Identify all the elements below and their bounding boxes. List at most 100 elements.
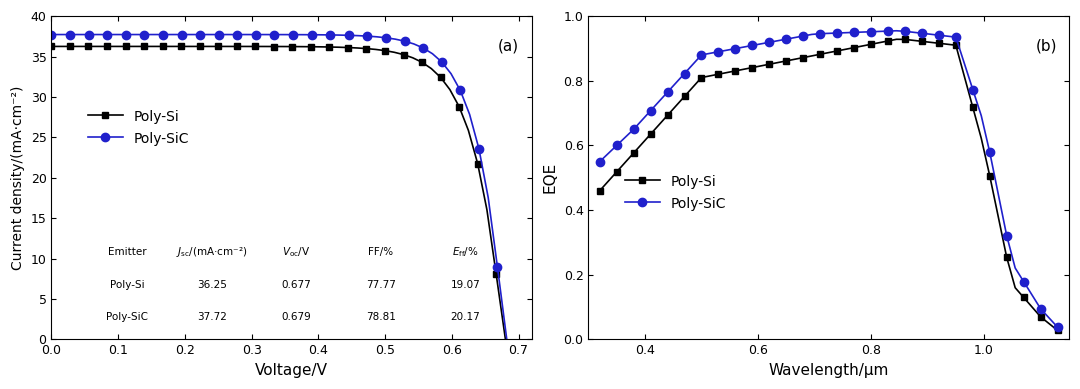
Poly-SiC xyxy=(314,32,327,37)
Poly-Si xyxy=(119,44,132,49)
Poly-SiC xyxy=(185,32,198,37)
Poly-SiC xyxy=(1051,325,1064,329)
Poly-SiC xyxy=(100,32,113,37)
Poly-Si xyxy=(240,44,253,49)
Poly-SiC xyxy=(324,33,337,37)
Poly-Si xyxy=(137,44,150,49)
Poly-SiC xyxy=(379,35,392,40)
Line: Poly-Si: Poly-Si xyxy=(596,36,1061,334)
Poly-Si xyxy=(499,337,512,342)
Poly-SiC xyxy=(92,32,105,37)
Poly-Si xyxy=(286,44,299,49)
Poly-SiC xyxy=(491,265,504,270)
Poly-Si xyxy=(416,60,429,65)
Poly-SiC xyxy=(203,32,216,37)
Legend: Poly-Si, Poly-SiC: Poly-Si, Poly-SiC xyxy=(619,168,732,216)
Poly-Si xyxy=(268,44,281,49)
Poly-Si xyxy=(248,44,261,49)
Poly-SiC xyxy=(370,35,383,39)
Poly-SiC xyxy=(249,32,262,37)
Poly-Si xyxy=(351,46,364,50)
Poly-SiC xyxy=(45,32,58,37)
Text: (a): (a) xyxy=(498,39,519,54)
X-axis label: Wavelength/μm: Wavelength/μm xyxy=(769,363,889,378)
Poly-Si xyxy=(378,48,391,53)
Poly-SiC xyxy=(644,109,657,113)
Poly-Si xyxy=(388,50,401,54)
Poly-SiC xyxy=(703,51,716,56)
Poly-Si xyxy=(184,44,197,49)
Text: (b): (b) xyxy=(1036,39,1056,54)
Poly-SiC xyxy=(119,32,132,37)
Poly-SiC xyxy=(417,46,430,50)
Poly-Si xyxy=(230,44,243,49)
Poly-SiC xyxy=(435,60,448,64)
Poly-SiC xyxy=(454,88,467,93)
Poly-Si xyxy=(64,44,77,49)
Poly-Si xyxy=(593,188,606,193)
Poly-SiC xyxy=(306,32,319,37)
Poly-Si xyxy=(305,44,318,49)
Poly-SiC xyxy=(286,32,299,37)
Poly-Si xyxy=(258,44,271,49)
Poly-SiC xyxy=(1009,266,1022,270)
Poly-Si xyxy=(221,44,234,49)
Poly-SiC xyxy=(82,32,95,37)
Poly-SiC xyxy=(54,32,67,37)
Poly-SiC xyxy=(259,32,272,37)
Y-axis label: Current density/(mA·cm⁻²): Current density/(mA·cm⁻²) xyxy=(11,86,25,270)
Poly-SiC xyxy=(361,34,374,39)
Poly-Si xyxy=(45,44,58,49)
Poly-SiC xyxy=(463,112,476,117)
Poly-Si xyxy=(397,52,410,57)
Poly-Si xyxy=(644,132,657,137)
Line: Poly-Si: Poly-Si xyxy=(48,43,509,343)
Poly-Si xyxy=(678,94,691,99)
Poly-Si xyxy=(424,66,437,71)
Poly-Si xyxy=(453,104,465,109)
Poly-Si xyxy=(406,56,419,60)
Legend: Poly-Si, Poly-SiC: Poly-Si, Poly-SiC xyxy=(82,104,194,152)
Poly-Si xyxy=(1051,328,1064,333)
Poly-Si xyxy=(295,44,308,49)
Poly-SiC xyxy=(1042,315,1055,320)
Poly-SiC xyxy=(762,40,775,45)
Poly-SiC xyxy=(278,32,291,37)
Poly-SiC xyxy=(426,51,438,56)
Poly-SiC xyxy=(342,33,355,38)
Poly-Si xyxy=(54,44,67,49)
Poly-SiC xyxy=(110,32,123,37)
Poly-SiC xyxy=(147,32,160,37)
Poly-SiC xyxy=(193,32,206,37)
Poly-Si xyxy=(276,44,289,49)
Poly-SiC xyxy=(157,32,170,37)
Poly-SiC xyxy=(268,32,281,37)
Line: Poly-SiC: Poly-SiC xyxy=(595,26,1062,331)
Poly-SiC xyxy=(175,32,188,37)
Poly-Si xyxy=(434,75,447,80)
Poly-SiC xyxy=(212,32,225,37)
Poly-SiC xyxy=(445,71,458,76)
Poly-SiC xyxy=(678,71,691,76)
Poly-Si xyxy=(1009,286,1022,290)
Poly-Si xyxy=(341,45,354,50)
X-axis label: Voltage/V: Voltage/V xyxy=(255,363,328,378)
Poly-SiC xyxy=(389,37,402,42)
Poly-Si xyxy=(175,44,188,49)
Poly-SiC xyxy=(221,32,234,37)
Poly-SiC xyxy=(64,32,77,37)
Poly-Si xyxy=(110,44,123,49)
Poly-Si xyxy=(165,44,178,49)
Poly-SiC xyxy=(165,32,178,37)
Poly-SiC xyxy=(240,32,253,37)
Poly-SiC xyxy=(482,195,495,200)
Poly-SiC xyxy=(296,32,309,37)
Poly-SiC xyxy=(593,159,606,164)
Poly-Si xyxy=(360,46,373,51)
Poly-Si xyxy=(890,37,903,42)
Poly-SiC xyxy=(333,33,346,37)
Poly-SiC xyxy=(399,39,411,44)
Poly-Si xyxy=(82,44,95,49)
Poly-Si xyxy=(703,74,716,78)
Poly-Si xyxy=(323,45,336,49)
